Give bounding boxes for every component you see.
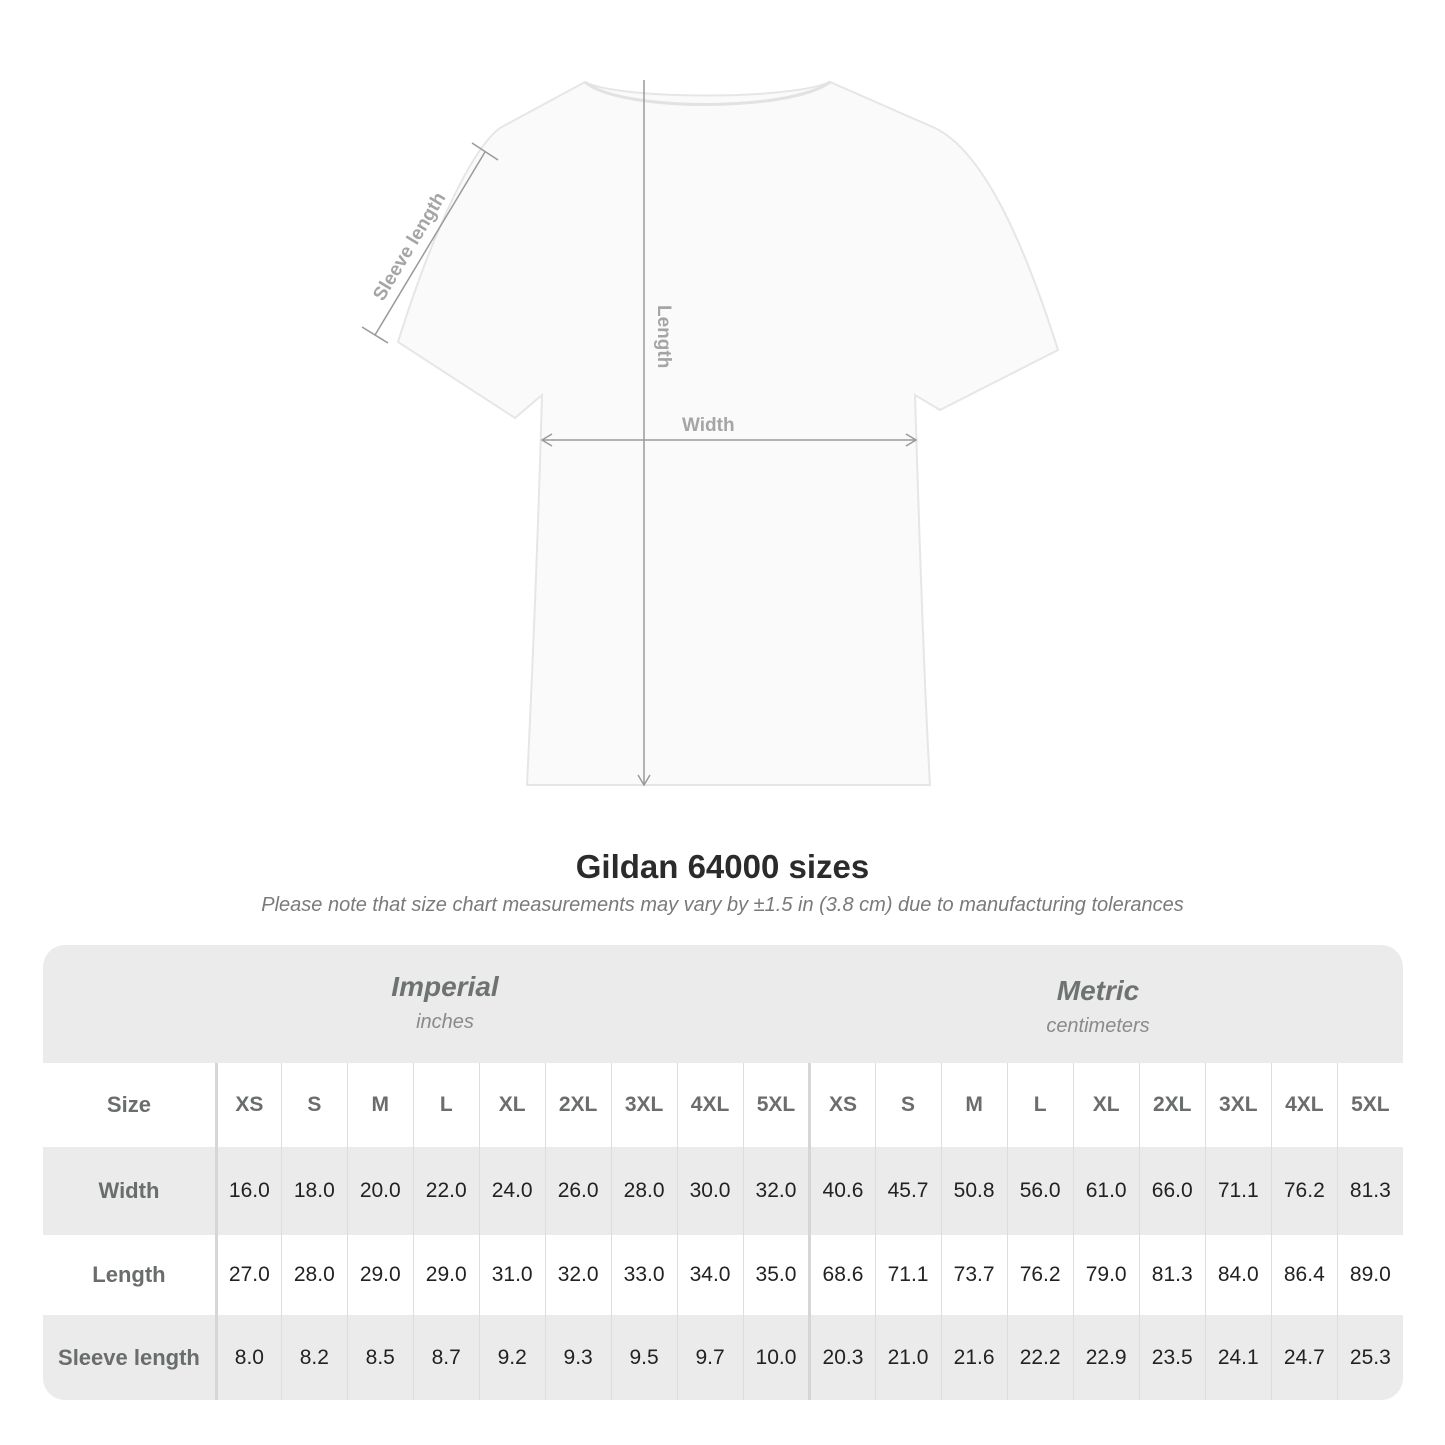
imperial-size-header: S bbox=[280, 1063, 347, 1147]
imperial-value-cell: 18.0 bbox=[280, 1147, 347, 1235]
imperial-value-cell: 22.0 bbox=[412, 1147, 479, 1235]
imperial-value-cell: 26.0 bbox=[544, 1147, 611, 1235]
metric-value-cell: 89.0 bbox=[1336, 1235, 1403, 1315]
metric-value-cell: 86.4 bbox=[1270, 1235, 1337, 1315]
width-label: Width bbox=[682, 415, 735, 436]
metric-size-header: 5XL bbox=[1336, 1063, 1403, 1147]
imperial-value-cell: 8.7 bbox=[412, 1315, 479, 1400]
imperial-size-header: XL bbox=[478, 1063, 545, 1147]
imperial-size-header: L bbox=[412, 1063, 479, 1147]
size-chart-table: Imperial inches Metric centimeters Size X… bbox=[43, 945, 1403, 1400]
metric-value-cell: 76.2 bbox=[1270, 1147, 1337, 1235]
metric-value-cell: 84.0 bbox=[1204, 1235, 1271, 1315]
metric-value-cell: 20.3 bbox=[808, 1315, 874, 1400]
metric-title: Metric bbox=[1056, 975, 1140, 1006]
metric-value-cell: 45.7 bbox=[874, 1147, 941, 1235]
metric-size-header: S bbox=[874, 1063, 941, 1147]
metric-size-header: XS bbox=[808, 1063, 874, 1147]
metric-size-header: L bbox=[1006, 1063, 1073, 1147]
tshirt-diagram: Sleeve length Length Width bbox=[361, 80, 1060, 787]
length-label: Length bbox=[653, 305, 674, 368]
metric-value-cell: 79.0 bbox=[1072, 1235, 1139, 1315]
metric-value-cell: 50.8 bbox=[940, 1147, 1007, 1235]
imperial-header: Imperial inches bbox=[215, 945, 675, 1063]
metric-size-header: 2XL bbox=[1138, 1063, 1205, 1147]
imperial-title: Imperial bbox=[391, 971, 499, 1002]
imperial-value-cell: 35.0 bbox=[742, 1235, 809, 1315]
metric-value-cell: 40.6 bbox=[808, 1147, 874, 1235]
imperial-value-cell: 34.0 bbox=[676, 1235, 743, 1315]
metric-header: Metric centimeters bbox=[808, 945, 1388, 1063]
imperial-value-cell: 9.7 bbox=[676, 1315, 743, 1400]
metric-value-cell: 71.1 bbox=[1204, 1147, 1271, 1235]
metric-value-cell: 24.7 bbox=[1270, 1315, 1337, 1400]
metric-value-cell: 66.0 bbox=[1138, 1147, 1205, 1235]
row-label: Size bbox=[106, 1092, 151, 1117]
imperial-value-cell: 24.0 bbox=[478, 1147, 545, 1235]
imperial-value-cell: 33.0 bbox=[610, 1235, 677, 1315]
metric-value-cell: 61.0 bbox=[1072, 1147, 1139, 1235]
imperial-value-cell: 29.0 bbox=[346, 1235, 413, 1315]
imperial-value-cell: 16.0 bbox=[214, 1147, 281, 1235]
metric-unit: centimeters bbox=[1046, 1015, 1150, 1037]
row-label: Sleeve length bbox=[58, 1344, 200, 1370]
imperial-size-header: M bbox=[346, 1063, 413, 1147]
metric-value-cell: 22.2 bbox=[1006, 1315, 1073, 1400]
imperial-value-cell: 28.0 bbox=[280, 1235, 347, 1315]
metric-value-cell: 81.3 bbox=[1336, 1147, 1403, 1235]
imperial-value-cell: 10.0 bbox=[742, 1315, 809, 1400]
row-label: Length bbox=[92, 1262, 166, 1287]
imperial-value-cell: 30.0 bbox=[676, 1147, 743, 1235]
imperial-value-cell: 32.0 bbox=[742, 1147, 809, 1235]
tshirt-collar bbox=[584, 80, 831, 106]
metric-value-cell: 81.3 bbox=[1138, 1235, 1205, 1315]
metric-value-cell: 22.9 bbox=[1072, 1315, 1139, 1400]
row-label: Width bbox=[98, 1178, 160, 1203]
metric-size-header: 4XL bbox=[1270, 1063, 1337, 1147]
imperial-value-cell: 29.0 bbox=[412, 1235, 479, 1315]
imperial-value-cell: 9.5 bbox=[610, 1315, 677, 1400]
imperial-value-cell: 32.0 bbox=[544, 1235, 611, 1315]
imperial-unit: inches bbox=[416, 1011, 474, 1033]
metric-value-cell: 56.0 bbox=[1006, 1147, 1073, 1235]
metric-value-cell: 73.7 bbox=[940, 1235, 1007, 1315]
metric-value-cell: 21.0 bbox=[874, 1315, 941, 1400]
metric-value-cell: 71.1 bbox=[874, 1235, 941, 1315]
size-header-row: Size XS S M L XL 2XL 3XL 4XL 5XL XS S M L XL 2XL 3XL 4XL 5… bbox=[43, 1063, 1403, 1147]
imperial-size-header: 5XL bbox=[742, 1063, 809, 1147]
table-row: Length 27.0 28.0 29.0 29.0 31.0 32.0 33.0 34.0 35… bbox=[43, 1235, 1403, 1315]
metric-size-header: XL bbox=[1072, 1063, 1139, 1147]
metric-size-header: M bbox=[940, 1063, 1007, 1147]
imperial-size-header: XS bbox=[214, 1063, 281, 1147]
metric-value-cell: 25.3 bbox=[1336, 1315, 1403, 1400]
metric-value-cell: 24.1 bbox=[1204, 1315, 1271, 1400]
imperial-value-cell: 8.0 bbox=[214, 1315, 281, 1400]
sleeve-measure-line bbox=[374, 151, 486, 336]
imperial-value-cell: 9.3 bbox=[544, 1315, 611, 1400]
metric-value-cell: 23.5 bbox=[1138, 1315, 1205, 1400]
imperial-value-cell: 9.2 bbox=[478, 1315, 545, 1400]
metric-value-cell: 76.2 bbox=[1006, 1235, 1073, 1315]
imperial-value-cell: 8.2 bbox=[280, 1315, 347, 1400]
imperial-value-cell: 20.0 bbox=[346, 1147, 413, 1235]
imperial-size-header: 3XL bbox=[610, 1063, 677, 1147]
imperial-size-header: 4XL bbox=[676, 1063, 743, 1147]
imperial-value-cell: 28.0 bbox=[610, 1147, 677, 1235]
table-row: Sleeve length 8.0 8.2 8.5 8.7 9.2 9.3 9.5 9.7 10.… bbox=[43, 1315, 1403, 1400]
table-row: Width 16.0 18.0 20.0 22.0 24.0 26.0 28.0 30.0 32.… bbox=[43, 1147, 1403, 1235]
imperial-value-cell: 27.0 bbox=[214, 1235, 281, 1315]
metric-value-cell: 21.6 bbox=[940, 1315, 1007, 1400]
tolerance-note: Please note that size chart measurements… bbox=[261, 894, 1184, 916]
imperial-value-cell: 8.5 bbox=[346, 1315, 413, 1400]
metric-value-cell: 68.6 bbox=[808, 1235, 874, 1315]
metric-size-header: 3XL bbox=[1204, 1063, 1271, 1147]
imperial-value-cell: 31.0 bbox=[478, 1235, 545, 1315]
imperial-size-header: 2XL bbox=[544, 1063, 611, 1147]
page-title: Gildan 64000 sizes bbox=[575, 848, 870, 885]
